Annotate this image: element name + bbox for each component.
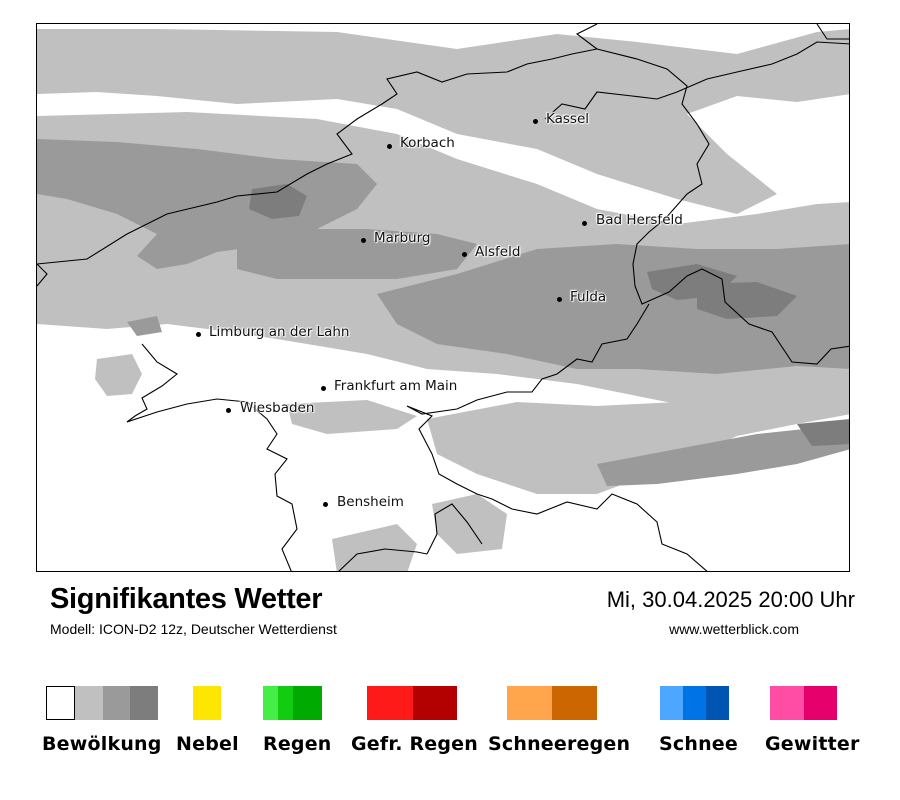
city-label-marburg: Marburg <box>374 230 431 246</box>
swatch-snow-heavy <box>706 686 729 720</box>
legend-label-regen: Regen <box>263 733 332 755</box>
legend-label-gefr-regen: Gefr. Regen <box>351 733 478 755</box>
city-dot <box>321 386 326 391</box>
city-label-bensheim: Bensheim <box>337 494 404 510</box>
city-dot <box>533 119 538 124</box>
legend-swatches-schneeregen <box>507 686 597 720</box>
swatch-fog <box>193 686 221 720</box>
city-label-limburg: Limburg an der Lahn <box>209 324 350 340</box>
legend-label-nebel: Nebel <box>176 733 239 755</box>
city-dot <box>361 238 366 243</box>
city-label-wiesbaden: Wiesbaden <box>240 400 315 416</box>
legend-swatches-schnee <box>660 686 729 720</box>
map-title: Signifikantes Wetter <box>50 583 323 615</box>
swatch-cloud-clear <box>46 686 75 720</box>
map-canvas <box>37 24 849 571</box>
swatch-freezing-rain-light <box>367 686 413 720</box>
swatch-sleet-heavy <box>552 686 597 720</box>
city-label-frankfurt: Frankfurt am Main <box>334 378 458 394</box>
legend-label-schnee: Schnee <box>659 733 738 755</box>
city-label-bad-hersfeld: Bad Hersfeld <box>596 212 683 228</box>
city-dot <box>557 297 562 302</box>
website-url: www.wetterblick.com <box>669 621 799 637</box>
border-lines <box>37 24 849 571</box>
swatch-snow-light <box>660 686 683 720</box>
city-dot <box>323 502 328 507</box>
model-subtitle: Modell: ICON-D2 12z, Deutscher Wetterdie… <box>50 621 337 637</box>
swatch-rain-light <box>263 686 278 720</box>
swatch-cloud-medium <box>103 686 130 720</box>
legend-swatches-gewitter <box>770 686 837 720</box>
city-dot <box>582 221 587 226</box>
city-label-korbach: Korbach <box>400 135 455 151</box>
legend-label-gewitter: Gewitter <box>765 733 860 755</box>
legend-label-schneeregen: Schneeregen <box>488 733 631 755</box>
swatch-cloud-light <box>75 686 103 720</box>
swatch-snow-medium <box>683 686 706 720</box>
weather-map <box>36 23 850 572</box>
swatch-rain-heavy <box>293 686 322 720</box>
swatch-sleet-light <box>507 686 552 720</box>
legend-swatches-nebel <box>193 686 221 720</box>
city-dot <box>462 252 467 257</box>
swatch-thunderstorm-light <box>770 686 804 720</box>
forecast-datetime: Mi, 30.04.2025 20:00 Uhr <box>606 587 855 612</box>
city-dot <box>387 144 392 149</box>
legend-swatches-gefr-regen <box>367 686 457 720</box>
city-dot <box>196 332 201 337</box>
swatch-thunderstorm-heavy <box>804 686 837 720</box>
city-label-fulda: Fulda <box>570 289 607 305</box>
swatch-rain-medium <box>278 686 293 720</box>
swatch-cloud-dark <box>130 686 158 720</box>
city-label-kassel: Kassel <box>546 111 590 127</box>
legend-swatches-regen <box>263 686 322 720</box>
swatch-freezing-rain-heavy <box>413 686 457 720</box>
city-label-alsfeld: Alsfeld <box>475 244 521 260</box>
city-dot <box>226 408 231 413</box>
legend-label-bewoelkung: Bewölkung <box>42 733 162 755</box>
legend-swatches-bewoelkung <box>46 686 158 720</box>
cloud-dark-layer <box>249 184 849 446</box>
